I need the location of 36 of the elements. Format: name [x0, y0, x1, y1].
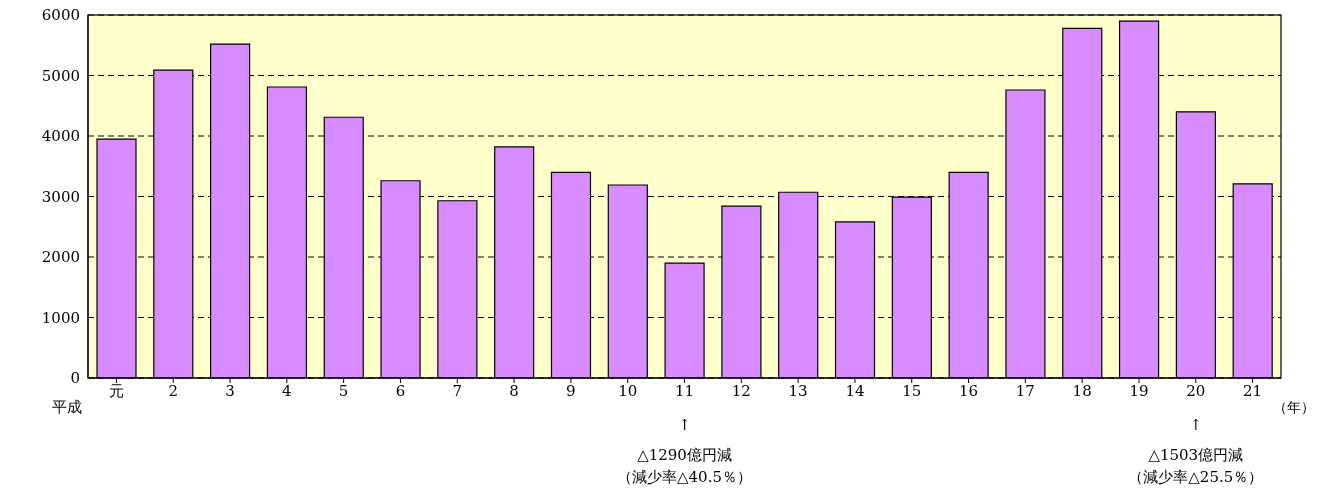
- y-tick-label: 1000: [41, 308, 80, 327]
- x-tick-label: 19: [1129, 381, 1149, 400]
- x-tick-label: 16: [959, 381, 979, 400]
- x-tick-label: 15: [902, 381, 922, 400]
- y-tick-label: 5000: [41, 66, 80, 85]
- x-tick-label: 7: [452, 381, 463, 400]
- x-tick-label: 17: [1015, 381, 1035, 400]
- y-tick-label: 3000: [41, 187, 80, 206]
- y-tick-label: 4000: [41, 127, 80, 146]
- y-tick-label: 0: [70, 369, 80, 388]
- text: （減少率△40.5％）: [617, 468, 752, 486]
- x-tick-label: 元: [108, 381, 124, 400]
- x-tick-label: 8: [509, 381, 519, 400]
- x-tick-label: 13: [788, 381, 808, 400]
- x-tick-label: 12: [731, 381, 751, 400]
- x-tick-label: 2: [168, 381, 178, 400]
- x-tick-label: 11: [674, 381, 695, 400]
- x-tick-label: 5: [338, 381, 349, 400]
- x-tick-label: 10: [618, 381, 638, 400]
- y-tick-label: 2000: [41, 248, 80, 267]
- text: △1503億円減: [1148, 446, 1244, 464]
- text: ↑: [1189, 416, 1203, 434]
- x-tick-label: 6: [395, 381, 406, 400]
- x-tick-label: 21: [1243, 381, 1263, 400]
- text: ↑: [678, 416, 691, 434]
- x-tick-label: 20: [1186, 381, 1206, 400]
- text: △1290億円減: [637, 446, 732, 464]
- x-tick-label: 3: [225, 381, 235, 400]
- text: （減少率△25.5％）: [1128, 468, 1264, 486]
- x-tick-label: 14: [845, 381, 865, 400]
- x-axis-title: （年）: [1273, 399, 1315, 415]
- text: 平成: [52, 398, 82, 416]
- x-tick-label: 4: [282, 381, 292, 400]
- y-tick-label: 6000: [41, 6, 80, 25]
- x-tick-label: 9: [566, 381, 576, 400]
- x-tick-label: 18: [1072, 381, 1092, 400]
